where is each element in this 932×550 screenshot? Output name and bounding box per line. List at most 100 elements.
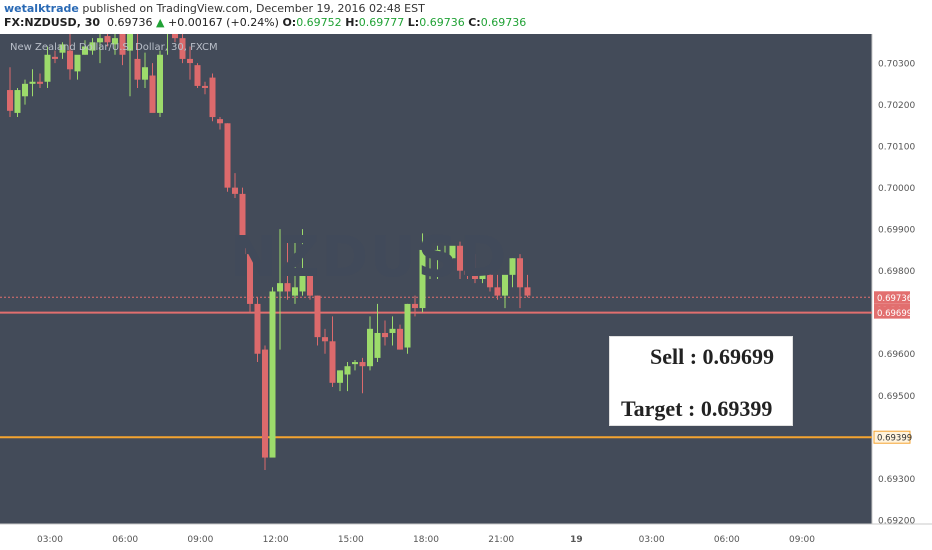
candle-body	[187, 58, 193, 64]
candle	[419, 233, 426, 313]
price-label-text: 0.69736	[877, 294, 912, 304]
sell-price-label: 0.69699	[874, 306, 912, 319]
time-tick-label: 03:00	[639, 535, 665, 545]
candle-body	[464, 270, 471, 275]
candle-body	[382, 332, 388, 338]
candle	[119, 34, 126, 66]
candle-body	[67, 50, 73, 70]
candle	[59, 42, 66, 59]
time-tick-label: 06:00	[714, 535, 740, 545]
candle-body	[127, 34, 133, 51]
candle-body	[494, 287, 501, 296]
price-tick-label: 0.69500	[878, 392, 915, 402]
candle	[254, 297, 261, 363]
candles	[7, 34, 531, 471]
candle-body	[374, 332, 381, 358]
time-axis-ticks: 03:00 06:00 09:00 12:00 15:00 18:00 21:00 19 03:…	[37, 535, 815, 545]
candle-body	[194, 65, 201, 86]
candle	[179, 34, 186, 64]
time-tick-label: 06:00	[112, 535, 138, 545]
candle	[449, 245, 456, 263]
candle-body	[472, 274, 478, 279]
candle-body	[344, 366, 351, 375]
candle-body	[269, 291, 276, 458]
time-tick-label: 03:00	[37, 535, 63, 545]
author-name[interactable]: wetalktrade	[4, 2, 79, 15]
candle	[314, 295, 321, 346]
last-price-label: 0.69736	[874, 291, 912, 304]
time-tick-label: 12:00	[263, 535, 289, 545]
target-label: Target : 0.69399	[621, 396, 773, 421]
price-label-bg	[874, 306, 910, 319]
price-tick-label: 0.69900	[878, 226, 915, 236]
candle	[464, 241, 471, 279]
candle-body	[322, 337, 328, 342]
open-label: O:	[282, 16, 297, 29]
candle-body	[14, 90, 21, 113]
candle-body	[172, 34, 178, 39]
candle-body	[142, 67, 148, 80]
price-label-bg	[873, 430, 911, 444]
candle	[502, 274, 508, 309]
candle-body	[209, 77, 216, 118]
candle	[472, 254, 478, 284]
price-tick-label: 0.70100	[878, 143, 915, 153]
candle	[329, 316, 336, 387]
candle	[434, 245, 441, 279]
candle-body	[217, 119, 223, 124]
candle	[217, 117, 223, 130]
publish-info: wetalktrade published on TradingView.com…	[4, 2, 425, 16]
candle	[187, 46, 193, 80]
trade-annotation-box: Sell : 0.69699 Target : 0.69399	[609, 336, 793, 426]
candle	[134, 34, 141, 88]
candle-body	[29, 81, 36, 84]
price-label-bg	[874, 291, 910, 304]
candle-body	[389, 328, 396, 333]
candle	[14, 87, 21, 118]
target-price-label: 0.69399	[873, 430, 912, 444]
candle-body	[44, 54, 51, 82]
candle	[404, 303, 411, 354]
candle	[479, 270, 486, 284]
time-tick-label: 18:00	[413, 535, 439, 545]
candle	[359, 357, 366, 394]
candle	[67, 34, 73, 80]
candle	[202, 81, 208, 95]
low-value: 0.69736	[419, 16, 465, 29]
candle	[149, 63, 156, 113]
candle-body	[299, 274, 306, 292]
candle-body	[232, 187, 238, 194]
candle	[172, 34, 178, 43]
candle	[494, 274, 501, 300]
candle	[97, 34, 103, 64]
candle-body	[89, 42, 96, 51]
candle	[232, 173, 238, 199]
time-tick-label: 19	[570, 535, 583, 545]
candle	[427, 239, 433, 279]
candle	[74, 54, 81, 80]
price-axis-ticks: 0.70300 0.70200 0.70100 0.70000 0.69900 0.698…	[878, 60, 915, 527]
candle-body	[97, 38, 103, 43]
candle-body	[284, 283, 291, 292]
candle-body	[442, 254, 448, 256]
candle	[262, 345, 268, 471]
candle	[397, 324, 403, 350]
candle-body	[517, 258, 523, 288]
candle	[157, 50, 163, 118]
candle-body	[277, 283, 283, 292]
candle-body	[59, 44, 66, 53]
candle	[374, 303, 381, 363]
candle	[524, 274, 531, 298]
time-tick-label: 09:00	[789, 535, 815, 545]
candle	[127, 34, 133, 97]
candle-body	[262, 349, 268, 458]
candle-body	[397, 328, 403, 350]
up-arrow-icon: ▲	[156, 16, 165, 29]
candle-body	[134, 58, 141, 80]
ohlc-legend: FX:NZDUSD, 30 0.69736 ▲ +0.00167 (+0.24%…	[4, 16, 526, 30]
candle	[442, 245, 448, 275]
price-chart[interactable]: 0.70300 0.70200 0.70100 0.70000 0.69900 0.698…	[0, 34, 932, 550]
candle-body	[404, 303, 411, 348]
price-tick-label: 0.70300	[878, 60, 915, 70]
series-title: New Zealand Dollar/U.S. Dollar, 30, FXCM	[10, 42, 218, 53]
